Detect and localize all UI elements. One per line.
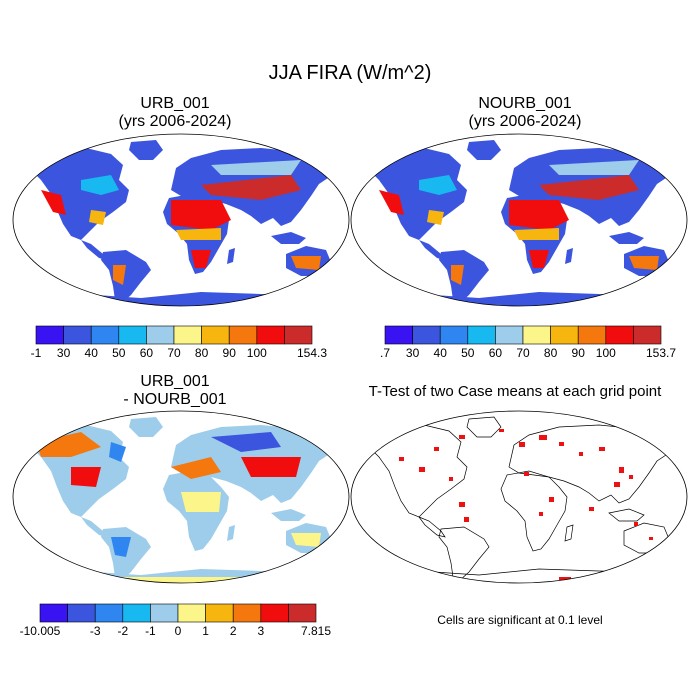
colorbar-3-tick-label: -2 bbox=[117, 624, 128, 638]
colorbar-3-swatch bbox=[39, 603, 68, 623]
colorbar-2-swatch bbox=[577, 325, 607, 345]
colorbar-1-swatch bbox=[201, 325, 230, 345]
colorbar-2-tick-label: .7 bbox=[380, 346, 390, 360]
panel-1-title-line2: (yrs 2006-2024) bbox=[118, 113, 232, 130]
colorbar-2-tick-label: 80 bbox=[544, 346, 558, 360]
panel-2-title-line1: NOURB_001 bbox=[478, 95, 572, 112]
colorbar-1: -1 30 40 50 60 70 80 90 100 154.3 bbox=[31, 325, 327, 360]
colorbar-3-tick-label: -3 bbox=[90, 624, 101, 638]
colorbar-1-swatch bbox=[146, 325, 175, 345]
panel-2-title-line2: (yrs 2006-2024) bbox=[468, 113, 582, 130]
colorbar-3-swatch bbox=[205, 603, 234, 623]
colorbar-1-swatch bbox=[90, 325, 120, 345]
colorbar-3-tick-label: 1 bbox=[202, 624, 209, 638]
colorbar-3-swatch bbox=[67, 603, 96, 623]
colorbar-2-tick-label: 70 bbox=[516, 346, 530, 360]
colorbar-2-swatch bbox=[522, 325, 551, 345]
colorbar-2-tick-label: 50 bbox=[461, 346, 475, 360]
colorbar-3-swatch bbox=[150, 603, 179, 623]
colorbar-2-swatch bbox=[467, 325, 496, 345]
main-title: JJA FIRA (W/m^2) bbox=[268, 62, 432, 84]
colorbar-1-swatch bbox=[228, 325, 258, 345]
colorbar-2-swatch bbox=[550, 325, 579, 345]
colorbar-1-tick-label: 50 bbox=[112, 346, 126, 360]
colorbar-2-tick-label: 100 bbox=[596, 346, 616, 360]
colorbar-1-swatch bbox=[118, 325, 147, 345]
panel-1-title-line1: URB_001 bbox=[140, 95, 210, 112]
map-panel-1 bbox=[12, 133, 350, 307]
colorbar-1-swatch bbox=[63, 325, 92, 345]
colorbar-2-tick-label: 90 bbox=[572, 346, 586, 360]
colorbar-1-tick-label: 60 bbox=[140, 346, 154, 360]
colorbar-2-tick-label: 30 bbox=[406, 346, 420, 360]
colorbar-2-swatch bbox=[412, 325, 441, 345]
colorbar-1-tick-label: 30 bbox=[57, 346, 71, 360]
colorbar-1-swatch bbox=[173, 325, 202, 345]
panel-3-title-line1: URB_001 bbox=[140, 373, 210, 390]
panel-4-note: Cells are significant at 0.1 level bbox=[437, 613, 603, 627]
map-panel-2 bbox=[350, 133, 688, 307]
colorbar-3-tick-label: 0 bbox=[175, 624, 182, 638]
colorbar-3-swatch bbox=[288, 603, 317, 623]
colorbar-2-swatch bbox=[633, 325, 662, 345]
colorbar-2-swatch bbox=[439, 325, 469, 345]
colorbar-3-swatch bbox=[232, 603, 262, 623]
colorbar-2-swatch bbox=[384, 325, 413, 345]
panel-3-title: URB_001 - NOURB_001 bbox=[75, 373, 275, 409]
map-panel-4 bbox=[350, 410, 688, 584]
colorbar-3-swatch bbox=[177, 603, 206, 623]
colorbar-2-swatch bbox=[605, 325, 634, 345]
colorbar-1-tick-label: -1 bbox=[31, 346, 42, 360]
colorbar-3-tick-label: 3 bbox=[257, 624, 264, 638]
colorbar-3-tick-label: -1 bbox=[145, 624, 156, 638]
panel-1-title: URB_001 (yrs 2006-2024) bbox=[75, 95, 275, 131]
panel-3-title-line2: - NOURB_001 bbox=[123, 391, 227, 408]
panel-2-title: NOURB_001 (yrs 2006-2024) bbox=[425, 95, 625, 131]
colorbar-3-tick-label: 2 bbox=[230, 624, 237, 638]
colorbar-3-tick-label: 7.815 bbox=[301, 624, 331, 638]
colorbar-1-tick-label: 154.3 bbox=[297, 346, 327, 360]
colorbar-3-swatch bbox=[260, 603, 289, 623]
colorbar-2-tick-label: 153.7 bbox=[646, 346, 676, 360]
colorbar-1-swatch bbox=[35, 325, 64, 345]
colorbar-1-tick-label: 40 bbox=[85, 346, 99, 360]
colorbar-3-tick-label: -10.005 bbox=[20, 624, 61, 638]
colorbar-1-tick-label: 70 bbox=[167, 346, 181, 360]
colorbar-2-tick-label: 60 bbox=[489, 346, 503, 360]
colorbar-2-swatch bbox=[495, 325, 524, 345]
colorbar-3: -10.005 -3 -2 -1 0 1 2 3 7.815 bbox=[20, 603, 331, 638]
colorbar-1-tick-label: 90 bbox=[223, 346, 237, 360]
colorbar-1-swatch bbox=[256, 325, 285, 345]
colorbar-3-swatch bbox=[122, 603, 151, 623]
colorbar-2: .7 30 40 50 60 70 80 90 100 153.7 bbox=[380, 325, 676, 360]
colorbar-1-swatch bbox=[284, 325, 313, 345]
colorbar-1-tick-label: 100 bbox=[247, 346, 267, 360]
colorbar-2-tick-label: 40 bbox=[434, 346, 448, 360]
panel-4-title: T-Test of two Case means at each grid po… bbox=[368, 383, 662, 400]
colorbar-1-tick-label: 80 bbox=[195, 346, 209, 360]
colorbar-3-swatch bbox=[94, 603, 124, 623]
